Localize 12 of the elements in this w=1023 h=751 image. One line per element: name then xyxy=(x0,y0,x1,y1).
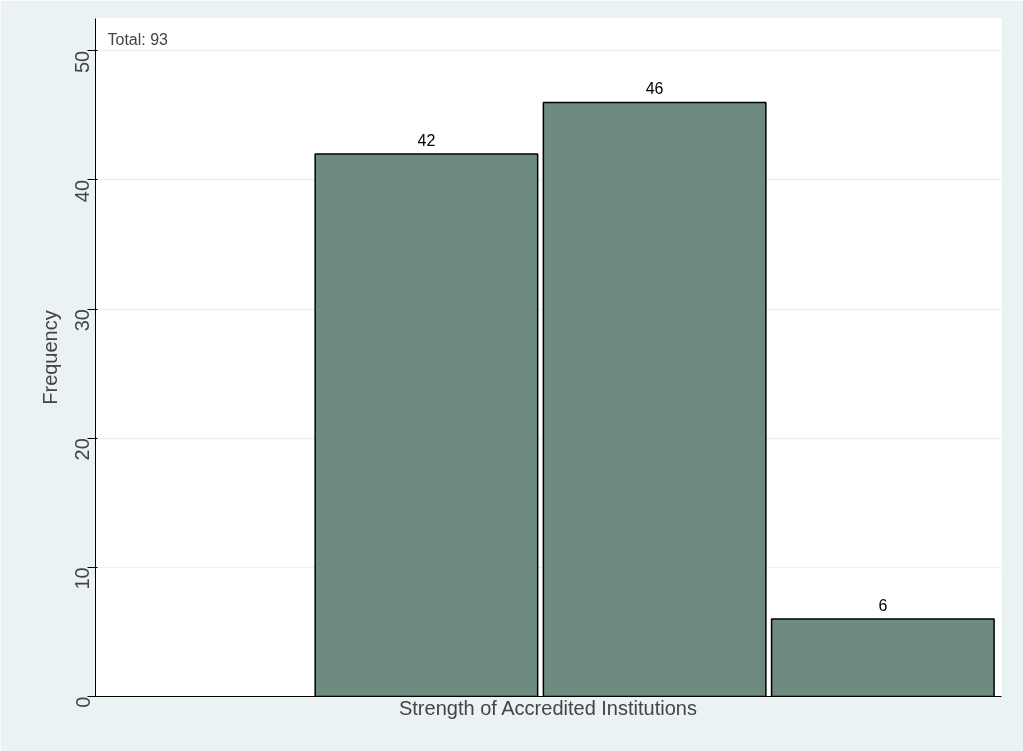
annotation: Total: 93 xyxy=(107,30,169,48)
data-label: 6 xyxy=(878,597,888,615)
y-tick-label: 10 xyxy=(71,567,94,590)
y-tick-label: 0 xyxy=(71,696,94,708)
data-label: 46 xyxy=(645,80,664,98)
data-label: 42 xyxy=(417,132,436,150)
y-tick-label: 20 xyxy=(71,438,94,461)
y-tick-label: 30 xyxy=(71,309,94,332)
y-tick-label: 40 xyxy=(71,179,94,203)
y-axis-title: Frequency xyxy=(38,310,61,405)
y-tick-label: 50 xyxy=(71,50,94,74)
x-axis-title: Strength of Accredited Institutions xyxy=(398,696,697,719)
